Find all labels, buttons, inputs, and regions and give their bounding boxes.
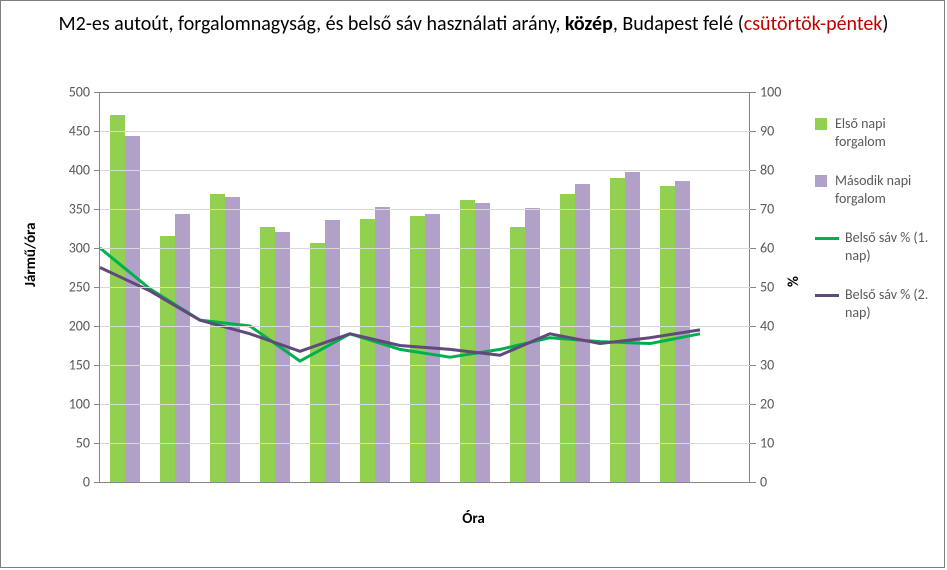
y-tick-mark-right <box>750 131 756 132</box>
y-tick-mark-right <box>750 248 756 249</box>
y-tick-label-right: 90 <box>760 123 800 140</box>
y-tick-label-right: 60 <box>760 240 800 257</box>
y-tick-mark-left <box>94 287 100 288</box>
y-tick-label-left: 400 <box>50 162 90 179</box>
y-tick-label-left: 100 <box>50 396 90 413</box>
y-tick-label-left: 0 <box>50 474 90 491</box>
x-axis-label: Óra <box>0 510 947 528</box>
y-tick-mark-right <box>750 326 756 327</box>
y-tick-label-left: 250 <box>50 279 90 296</box>
y-tick-mark-left <box>94 365 100 366</box>
title-prefix: M2-es autoút, forgalomnagyság, és belső … <box>59 12 565 36</box>
y-tick-label-right: 10 <box>760 435 800 452</box>
legend-label: Második napi forgalom <box>835 172 935 207</box>
y-tick-label-right: 70 <box>760 201 800 218</box>
y-tick-label-right: 80 <box>760 162 800 179</box>
y-tick-mark-left <box>94 92 100 93</box>
title-mid: , Budapest felé ( <box>613 12 744 36</box>
legend-line-swatch <box>815 289 839 301</box>
y-tick-label-left: 200 <box>50 318 90 335</box>
title-bold: közép <box>565 12 613 36</box>
y-tick-label-right: 0 <box>760 474 800 491</box>
grid-line <box>100 209 750 210</box>
x-axis-line <box>100 482 750 483</box>
grid-line <box>100 404 750 405</box>
y-tick-mark-left <box>94 443 100 444</box>
y-tick-mark-left <box>94 482 100 483</box>
y-tick-mark-left <box>94 209 100 210</box>
legend-item: Első napi forgalom <box>815 115 935 150</box>
y-tick-label-right: 40 <box>760 318 800 335</box>
y-tick-mark-right <box>750 92 756 93</box>
y-tick-mark-right <box>750 482 756 483</box>
y-tick-label-left: 500 <box>50 84 90 101</box>
y-tick-label-left: 450 <box>50 123 90 140</box>
legend-swatch <box>815 118 827 130</box>
y-tick-label-left: 150 <box>50 357 90 374</box>
y-tick-mark-right <box>750 365 756 366</box>
legend-line-swatch <box>815 232 839 244</box>
y-tick-label-right: 30 <box>760 357 800 374</box>
legend-item: Belső sáv % (1. nap) <box>815 229 935 264</box>
legend-label: Belső sáv % (2. nap) <box>845 286 935 321</box>
title-suffix: ) <box>882 12 888 36</box>
y-tick-mark-left <box>94 248 100 249</box>
line-series2 <box>100 268 700 356</box>
plot-area: 050100150200250300350400450500 010203040… <box>100 92 750 482</box>
y-tick-label-right: 20 <box>760 396 800 413</box>
title-red: csütörtök-péntek <box>744 12 883 36</box>
y-axis-right-label: % <box>785 276 803 287</box>
y-tick-mark-right <box>750 170 756 171</box>
grid-line <box>100 365 750 366</box>
y-tick-label-left: 350 <box>50 201 90 218</box>
legend-item: Belső sáv % (2. nap) <box>815 286 935 321</box>
y-axis-left-label: Jármű/óra <box>22 222 40 287</box>
y-tick-label-right: 100 <box>760 84 800 101</box>
chart-title: M2-es autoút, forgalomnagyság, és belső … <box>0 12 947 37</box>
legend: Első napi forgalom Második napi forgalom B… <box>815 115 935 343</box>
y-tick-mark-left <box>94 170 100 171</box>
y-tick-mark-right <box>750 287 756 288</box>
y-tick-mark-left <box>94 131 100 132</box>
legend-label: Első napi forgalom <box>835 115 935 150</box>
grid-line <box>100 326 750 327</box>
legend-label: Belső sáv % (1. nap) <box>845 229 935 264</box>
y-tick-mark-left <box>94 326 100 327</box>
y-tick-mark-right <box>750 404 756 405</box>
grid-line <box>100 170 750 171</box>
grid-line <box>100 131 750 132</box>
y-tick-mark-left <box>94 404 100 405</box>
y-tick-mark-right <box>750 443 756 444</box>
grid-line <box>100 287 750 288</box>
y-tick-mark-right <box>750 209 756 210</box>
legend-swatch <box>815 175 827 187</box>
y-tick-label-left: 50 <box>50 435 90 452</box>
y-tick-label-left: 300 <box>50 240 90 257</box>
grid-line <box>100 248 750 249</box>
legend-item: Második napi forgalom <box>815 172 935 207</box>
grid-line <box>100 443 750 444</box>
